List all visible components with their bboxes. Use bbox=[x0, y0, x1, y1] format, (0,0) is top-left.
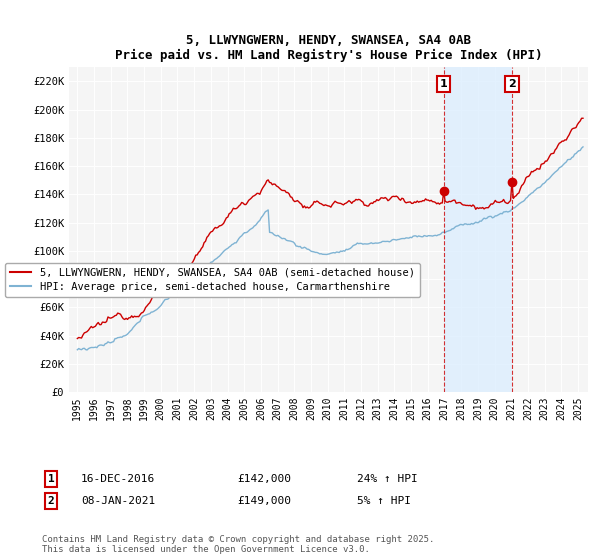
Bar bbox=[444, 67, 512, 392]
Legend: 5, LLWYNGWERN, HENDY, SWANSEA, SA4 0AB (semi-detached house), HPI: Average price: 5, LLWYNGWERN, HENDY, SWANSEA, SA4 0AB (… bbox=[5, 263, 420, 297]
Text: 1: 1 bbox=[47, 474, 55, 484]
Text: £142,000: £142,000 bbox=[237, 474, 291, 484]
Text: Contains HM Land Registry data © Crown copyright and database right 2025.
This d: Contains HM Land Registry data © Crown c… bbox=[42, 535, 434, 554]
Text: 2: 2 bbox=[47, 496, 55, 506]
Text: 24% ↑ HPI: 24% ↑ HPI bbox=[357, 474, 418, 484]
Title: 5, LLWYNGWERN, HENDY, SWANSEA, SA4 0AB
Price paid vs. HM Land Registry's House P: 5, LLWYNGWERN, HENDY, SWANSEA, SA4 0AB P… bbox=[115, 34, 542, 62]
Text: 08-JAN-2021: 08-JAN-2021 bbox=[81, 496, 155, 506]
Text: 16-DEC-2016: 16-DEC-2016 bbox=[81, 474, 155, 484]
Text: 1: 1 bbox=[440, 79, 448, 89]
Text: £149,000: £149,000 bbox=[237, 496, 291, 506]
Text: 5% ↑ HPI: 5% ↑ HPI bbox=[357, 496, 411, 506]
Text: 2: 2 bbox=[508, 79, 516, 89]
